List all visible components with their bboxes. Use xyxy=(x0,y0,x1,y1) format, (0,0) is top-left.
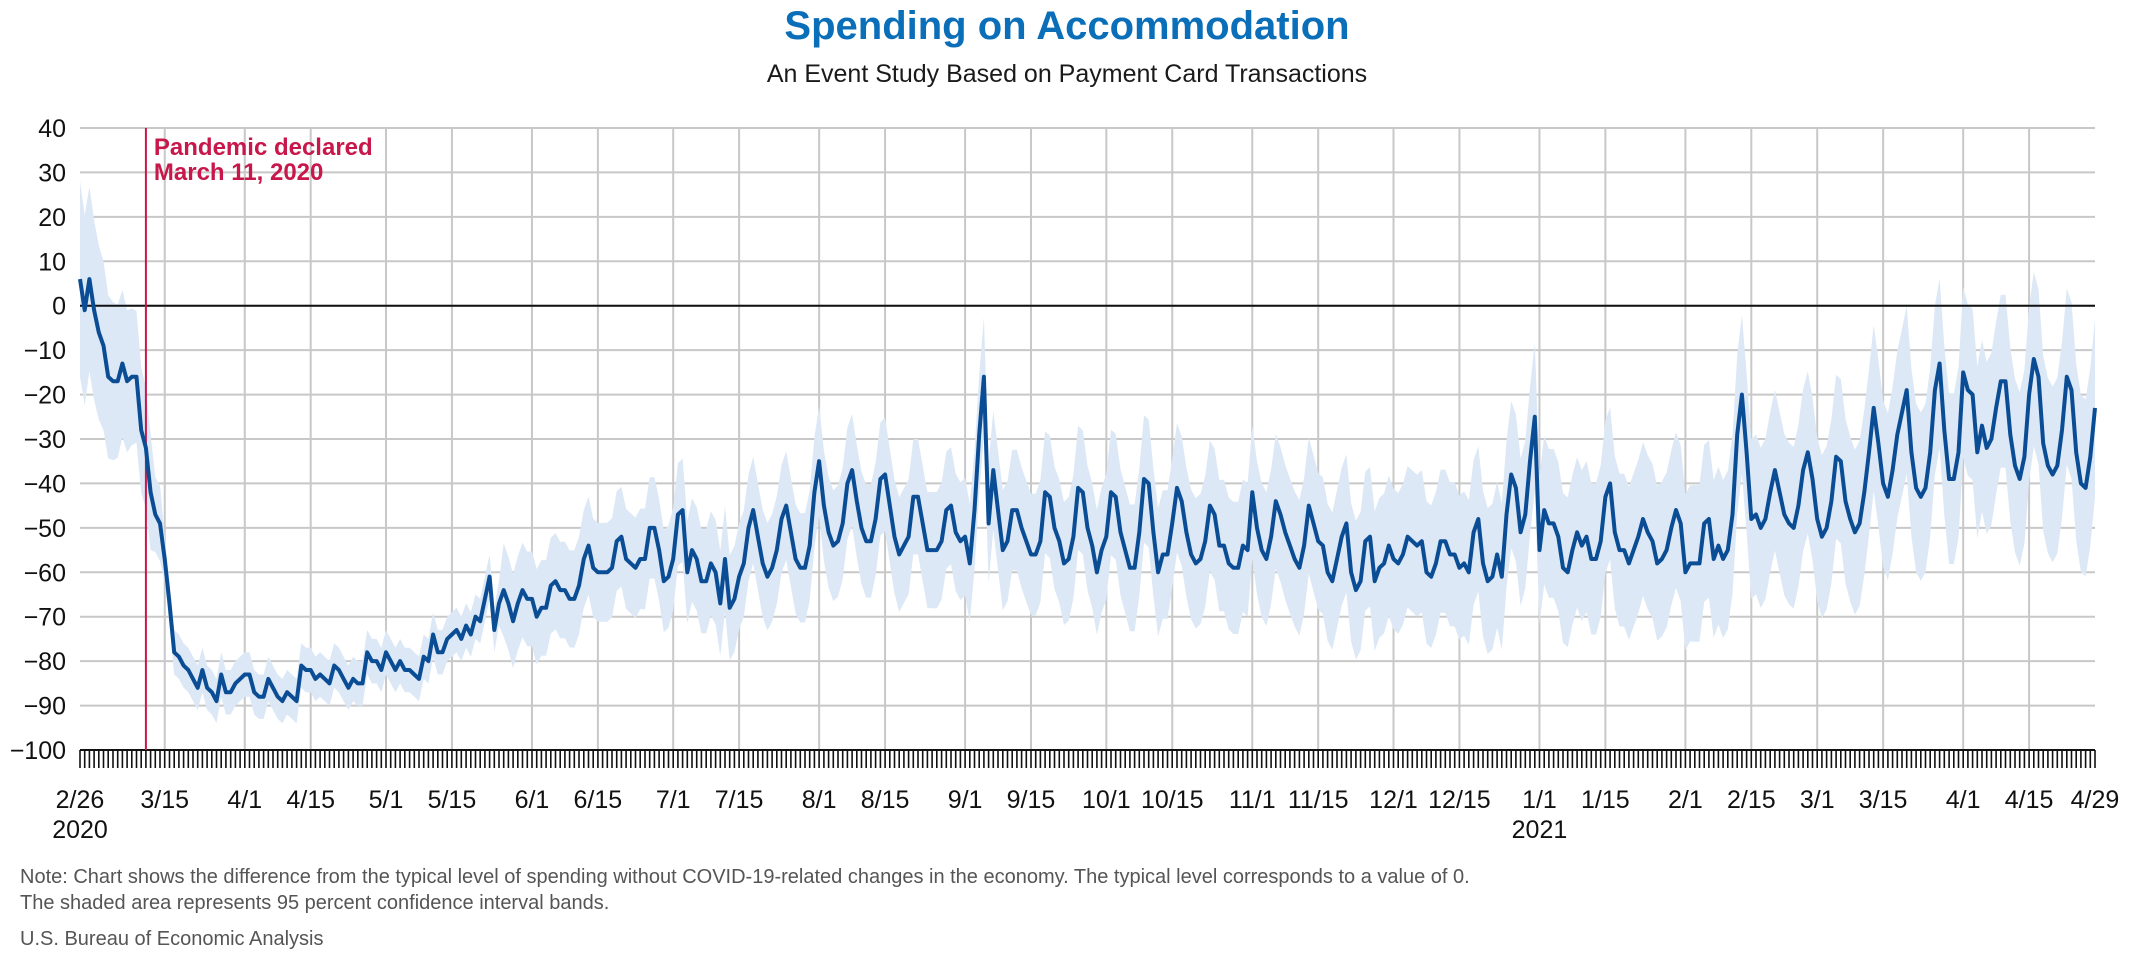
x-year-label: 2020 xyxy=(52,816,108,844)
x-tick-label: 5/15 xyxy=(428,786,477,814)
y-tick-label: 20 xyxy=(38,204,66,232)
x-tick-label: 12/15 xyxy=(1428,786,1491,814)
x-tick-label: 4/29 xyxy=(2071,786,2120,814)
series-line-accommodation xyxy=(78,277,2097,704)
x-tick-label: 4/1 xyxy=(227,786,262,814)
x-tick-label: 1/1 xyxy=(1522,786,1557,814)
y-tick-label: −50 xyxy=(24,515,66,543)
x-tick-label: 7/1 xyxy=(656,786,691,814)
x-tick-label: 11/1 xyxy=(1229,786,1276,814)
x-tick-label: 3/15 xyxy=(1859,786,1908,814)
y-tick-label: −60 xyxy=(24,559,66,587)
y-tick-label: −40 xyxy=(24,470,66,498)
y-tick-label: −100 xyxy=(10,737,66,765)
x-tick-label: 8/1 xyxy=(802,786,837,814)
x-tick-label: 3/15 xyxy=(140,786,189,814)
chart-source: U.S. Bureau of Economic Analysis xyxy=(20,928,324,950)
y-tick-label: −10 xyxy=(24,337,66,365)
chart-subtitle: An Event Study Based on Payment Card Tra… xyxy=(766,60,1368,88)
confidence-band-layer xyxy=(80,181,2095,724)
y-tick-label: 40 xyxy=(38,115,66,143)
y-tick-label: −90 xyxy=(24,693,66,721)
x-tick-label: 9/1 xyxy=(948,786,983,814)
x-tick-label: 10/1 xyxy=(1082,786,1131,814)
chart-note-line-1: Note: Chart shows the difference from th… xyxy=(20,866,1470,888)
chart-title: Spending on Accommodation xyxy=(784,4,1350,48)
x-tick-label: 1/15 xyxy=(1581,786,1630,814)
x-axis-day-ticks xyxy=(79,750,2096,768)
x-tick-label: 7/15 xyxy=(715,786,764,814)
x-tick-label: 2/15 xyxy=(1727,786,1776,814)
y-tick-label: −80 xyxy=(24,648,66,676)
y-tick-label: −30 xyxy=(24,426,66,454)
confidence-band xyxy=(80,181,2095,724)
series-layer xyxy=(78,277,2097,704)
pandemic-annotation-line-2: March 11, 2020 xyxy=(154,159,323,186)
x-tick-label: 4/15 xyxy=(286,786,335,814)
label-layer: 40 30 20 10 0 −10 −20 −30 −40 −50 −60 −70 −80 −90 −100… xyxy=(10,115,2120,844)
y-tick-label: −20 xyxy=(24,382,66,410)
line-chart: 40 30 20 10 0 −10 −20 −30 −40 −50 −60 −70 −80 −90 −100… xyxy=(10,115,2120,844)
x-tick-label: 2/26 xyxy=(56,786,105,814)
y-tick-label: 30 xyxy=(38,159,66,187)
x-year-label: 2021 xyxy=(1512,816,1568,844)
x-tick-label: 11/15 xyxy=(1288,786,1349,814)
x-tick-label: 8/15 xyxy=(861,786,910,814)
axis-layer xyxy=(79,304,2096,768)
y-tick-label: 10 xyxy=(38,248,66,276)
x-tick-label: 12/1 xyxy=(1369,786,1418,814)
x-tick-label: 6/1 xyxy=(515,786,550,814)
chart-note-line-2: The shaded area represents 95 percent co… xyxy=(20,892,610,914)
x-tick-label: 5/1 xyxy=(369,786,404,814)
x-tick-label: 4/1 xyxy=(1946,786,1981,814)
x-tick-label: 6/15 xyxy=(574,786,623,814)
y-tick-label: 0 xyxy=(52,293,66,321)
x-tick-label: 4/15 xyxy=(2005,786,2054,814)
y-tick-label: −70 xyxy=(24,604,66,632)
x-tick-label: 2/1 xyxy=(1668,786,1703,814)
x-tick-label: 10/15 xyxy=(1141,786,1204,814)
x-tick-label: 3/1 xyxy=(1800,786,1835,814)
pandemic-annotation-line-1: Pandemic declared xyxy=(154,134,373,161)
x-tick-label: 9/15 xyxy=(1007,786,1056,814)
